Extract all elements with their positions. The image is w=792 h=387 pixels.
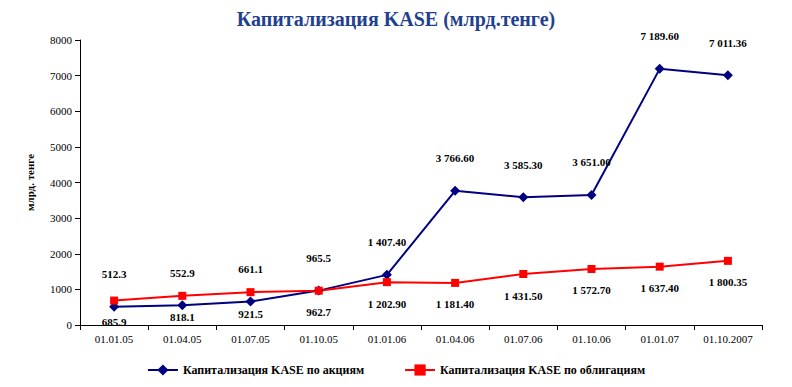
svg-text:7000: 7000 [50, 70, 73, 82]
svg-text:921.5: 921.5 [238, 308, 263, 320]
svg-text:2000: 2000 [50, 248, 73, 260]
svg-text:7 011.36: 7 011.36 [709, 37, 747, 49]
svg-text:Капитализация KASE по облигаци: Капитализация KASE по облигациям [440, 363, 645, 377]
svg-text:3 585.30: 3 585.30 [504, 159, 543, 171]
svg-text:млрд. тенге: млрд. тенге [24, 154, 36, 211]
svg-text:01.10.06: 01.10.06 [572, 333, 611, 345]
svg-text:01.07.05: 01.07.05 [231, 333, 270, 345]
svg-text:3 766.60: 3 766.60 [436, 152, 475, 164]
svg-text:7 189.60: 7 189.60 [640, 30, 679, 42]
svg-text:552.9: 552.9 [170, 267, 195, 279]
svg-text:1 431.50: 1 431.50 [504, 290, 543, 302]
svg-text:6000: 6000 [50, 105, 73, 117]
svg-text:661.1: 661.1 [238, 263, 263, 275]
svg-text:01.01.05: 01.01.05 [95, 333, 134, 345]
svg-text:1 637.40: 1 637.40 [640, 282, 679, 294]
svg-text:1 407.40: 1 407.40 [368, 236, 407, 248]
svg-text:0: 0 [67, 319, 73, 331]
svg-text:5000: 5000 [50, 141, 73, 153]
svg-text:01.10.05: 01.10.05 [299, 333, 338, 345]
svg-text:Капитализация KASE (млрд.тенге: Капитализация KASE (млрд.тенге) [237, 8, 555, 31]
svg-text:01.10.2007: 01.10.2007 [703, 333, 753, 345]
svg-text:1 181.40: 1 181.40 [436, 298, 475, 310]
svg-text:01.04.06: 01.04.06 [436, 333, 475, 345]
svg-text:8000: 8000 [50, 34, 73, 46]
svg-text:01.07.06: 01.07.06 [504, 333, 543, 345]
svg-text:1 572.70: 1 572.70 [572, 284, 611, 296]
svg-text:965.5: 965.5 [306, 252, 331, 264]
svg-text:3 651.00: 3 651.00 [572, 156, 611, 168]
svg-text:3000: 3000 [50, 212, 73, 224]
svg-text:1 800.35: 1 800.35 [709, 276, 748, 288]
svg-text:1 202.90: 1 202.90 [368, 298, 407, 310]
svg-text:818.1: 818.1 [170, 311, 195, 323]
svg-text:01.04.05: 01.04.05 [163, 333, 202, 345]
svg-text:01.01.06: 01.01.06 [368, 333, 407, 345]
svg-text:685.9: 685.9 [102, 316, 127, 328]
svg-text:962.7: 962.7 [306, 306, 331, 318]
svg-text:4000: 4000 [50, 177, 73, 189]
svg-text:1000: 1000 [50, 283, 73, 295]
svg-text:512.3: 512.3 [102, 268, 127, 280]
svg-text:Капитализация KASE по акциям: Капитализация KASE по акциям [183, 363, 364, 377]
svg-text:01.01.07: 01.01.07 [640, 333, 679, 345]
